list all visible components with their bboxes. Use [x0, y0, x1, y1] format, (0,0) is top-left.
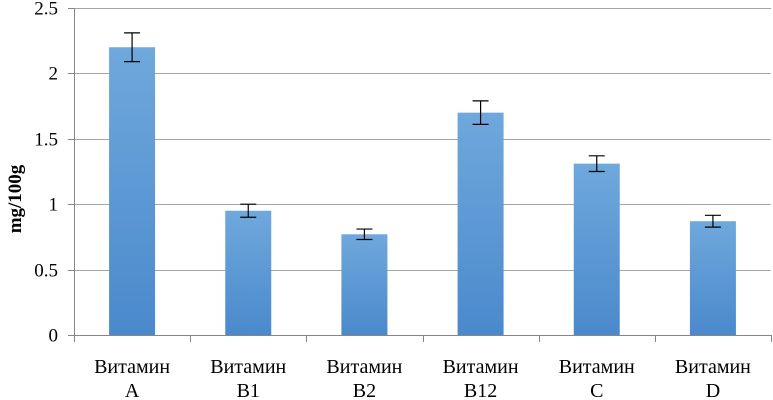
error-bars: [124, 32, 721, 241]
bar-2: [341, 234, 388, 335]
axes: [74, 8, 772, 342]
y-tick-label-5: 2.5: [34, 0, 58, 20]
x-tick-labels: Витамин A Витамин B1 Витамин B2 Витамин B12 Вита…: [94, 356, 751, 400]
y-tick-label-3: 1.5: [34, 130, 58, 151]
y-tick-label-4: 2: [49, 64, 59, 85]
x-tick-label-3: Витамин B12: [443, 356, 519, 400]
y-axis-label: mg/100g: [5, 164, 26, 233]
x-tick-label-4: Витамин C: [559, 356, 635, 400]
bar-4: [573, 163, 620, 335]
bar-1: [225, 210, 272, 335]
gridlines: [68, 8, 771, 336]
x-tick-label-0: Витамин A: [94, 356, 170, 400]
x-tick-label-1: Витамин B1: [210, 356, 286, 400]
bar-0: [109, 47, 156, 336]
y-tick-labels: 0 0.5 1 1.5 2 2.5: [34, 0, 58, 347]
y-tick-label-2: 1: [49, 195, 59, 216]
bar-3: [457, 112, 504, 335]
x-tick-label-2: Витамин B2: [326, 356, 402, 400]
y-tick-label-0: 0: [49, 326, 59, 347]
bars: [109, 47, 736, 336]
bar-5: [689, 221, 736, 335]
x-tick-label-5: Витамин D: [675, 356, 751, 400]
y-tick-label-1: 0.5: [34, 261, 58, 282]
